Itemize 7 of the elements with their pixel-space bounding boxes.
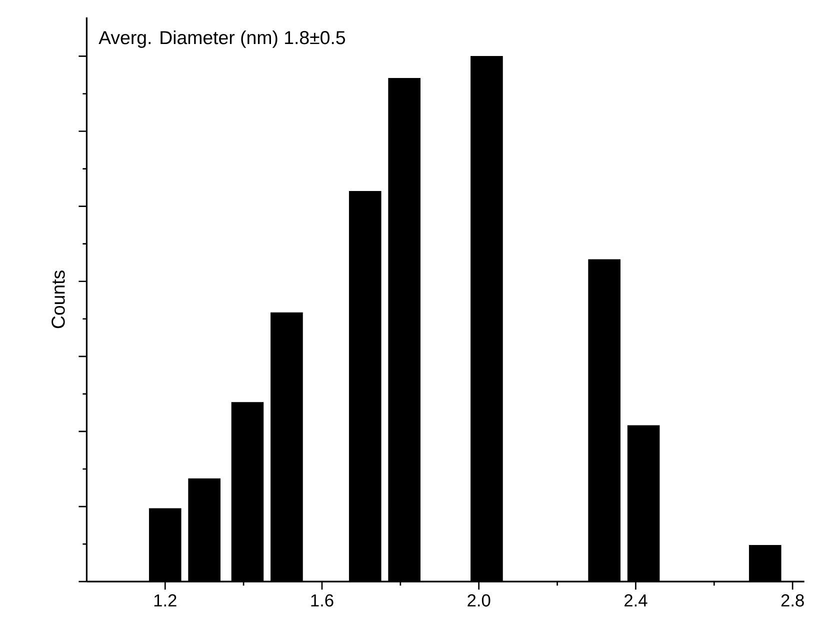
x-tick-label: 1.6 [311, 594, 334, 607]
x-tick-label: 2.0 [468, 594, 490, 607]
y-axis-title: Counts [52, 270, 65, 328]
x-tick-label: 2.8 [781, 594, 804, 607]
x-tick-label: 2.4 [624, 594, 648, 607]
x-tick-label: 1.2 [154, 594, 176, 607]
text: Averg. Diameter (nm) 1.8±0.5 [98, 30, 346, 48]
